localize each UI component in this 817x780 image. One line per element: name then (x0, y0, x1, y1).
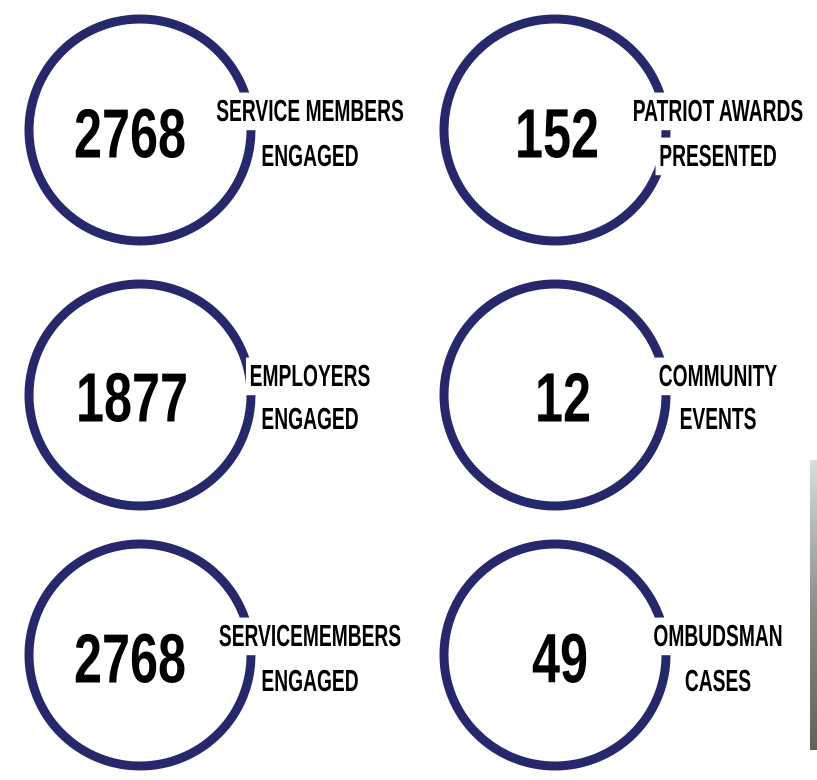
stat-number: 49 (532, 619, 588, 697)
stat-label: CASES (685, 665, 751, 699)
stat-label: ENGAGED (261, 665, 358, 699)
stat-number-group: 152 (515, 94, 599, 172)
stat-label: PRESENTED (659, 140, 776, 174)
stat-label-group: ENGAGED (258, 401, 363, 439)
stat-label-group: PRESENTED (656, 138, 781, 176)
stat-number: 2768 (74, 619, 186, 697)
stat-number-group: 1877 (76, 358, 188, 436)
stat-label: ENGAGED (261, 140, 358, 174)
stat-label-group: ENGAGED (258, 138, 363, 176)
stat-label-group: EMPLOYERS (246, 358, 374, 396)
stat-label-group: SERVICE MEMBERS (213, 93, 408, 131)
stat-label: ENGAGED (261, 403, 358, 437)
stat-label-group: PATRIOT AWARDS (629, 93, 807, 131)
stat-number: 1877 (76, 358, 188, 436)
stat-label-group: SERVICEMEMBERS (215, 618, 405, 656)
stat-label: SERVICEMEMBERS (219, 620, 401, 654)
stat-number-group: 12 (535, 358, 591, 436)
stat-number: 12 (535, 358, 591, 436)
stat-number-group: 2768 (74, 94, 186, 172)
stat-label-group: OMBUDSMAN (650, 618, 787, 656)
stat-label-group: EVENTS (676, 401, 760, 439)
stat-label: PATRIOT AWARDS (633, 95, 803, 129)
photo-edge (810, 460, 817, 750)
stat-label: COMMUNITY (659, 360, 777, 394)
stat-label: SERVICE MEMBERS (216, 95, 404, 129)
stat-label-group: ENGAGED (258, 663, 363, 701)
stat-label: OMBUDSMAN (653, 620, 782, 654)
stat-number-group: 49 (532, 619, 588, 697)
stat-number-group: 2768 (74, 619, 186, 697)
infographic: 2768 SERVICE MEMBERS ENGAGED 152 PATRIOT AWA… (0, 0, 817, 780)
stat-number: 152 (515, 94, 599, 172)
stat-label-group: COMMUNITY (655, 358, 781, 396)
stat-label: EMPLOYERS (250, 360, 371, 394)
stat-label-group: CASES (681, 663, 755, 701)
stat-number: 2768 (74, 94, 186, 172)
stat-label: EVENTS (680, 403, 757, 437)
